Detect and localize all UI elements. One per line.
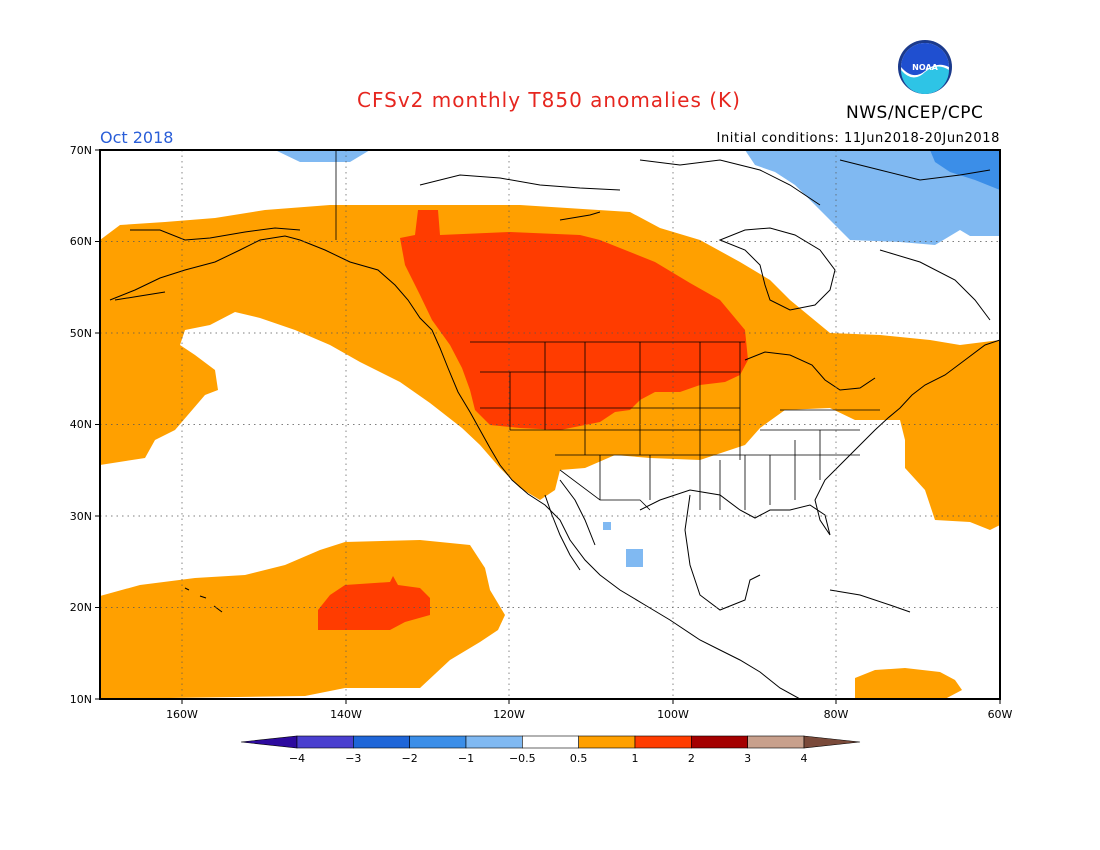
colorbar-label: 4 [801,752,808,765]
lat-label: 60N [70,235,92,248]
anomaly-region-cooler-arctic [930,150,1000,190]
colorbar: −4 −3 −2 −1 −0.5 0.5 1 2 3 4 [240,735,861,765]
colorbar-label: −3 [345,752,361,765]
lon-label: 100W [657,708,689,721]
lon-label: 160W [166,708,198,721]
anomaly-region-hot-pacific [318,576,430,630]
lat-label: 40N [70,418,92,431]
political-borders [335,150,880,511]
coastlines [109,159,1000,699]
anomaly-region-warm-caribbean [855,668,962,699]
lat-label: 50N [70,327,92,340]
anomaly-region-cool-arctic [745,150,1000,245]
colorbar-segment [353,735,410,749]
forecast-period: Oct 2018 [100,128,174,147]
colorbar-segment [578,735,636,749]
map-title: CFSv2 monthly T850 anomalies (K) [357,88,741,112]
lon-label: 80W [824,708,849,721]
colorbar-min-arrow [240,735,298,749]
graticule [100,150,1000,699]
lat-label: 20N [70,601,92,614]
colorbar-label: 0.5 [570,752,588,765]
colorbar-segment [409,735,467,749]
colorbar-label: 1 [632,752,639,765]
colorbar-label: −4 [289,752,305,765]
anomaly-spot-cool-b [626,549,643,567]
initial-conditions: Initial conditions: 11Jun2018-20Jun2018 [716,131,1000,146]
colorbar-segment [465,735,523,749]
agency-label: NWS/NCEP/CPC [846,103,984,123]
colorbar-label: −1 [458,752,474,765]
anomaly-region-warm-subtropical [100,540,505,699]
lon-label: 120W [493,708,525,721]
noaa-logo: NOAA [898,40,952,94]
colorbar-segment [691,735,748,749]
latitude-labels: 70N 60N 50N 40N 30N 20N 10N [70,144,92,706]
colorbar-label: 3 [744,752,751,765]
colorbar-segment [634,735,692,749]
lat-label: 70N [70,144,92,157]
anomaly-region-cool [275,150,370,162]
colorbar-max-arrow [803,735,861,749]
colorbar-label: −2 [402,752,418,765]
axis-ticks [95,149,1001,704]
longitude-labels: 160W 140W 120W 100W 80W 60W [166,708,1012,721]
anomaly-shading [100,150,1000,699]
colorbar-segment [522,735,579,749]
noaa-logo-text: NOAA [912,63,938,72]
anomaly-spot-cool-a [603,522,611,530]
lon-label: 140W [330,708,362,721]
lat-label: 30N [70,510,92,523]
colorbar-label: 2 [688,752,695,765]
colorbar-segment [296,735,354,749]
colorbar-label: −0.5 [509,752,536,765]
lon-label: 60W [988,708,1013,721]
lat-label: 10N [70,693,92,706]
anomaly-region-hot [400,210,748,430]
colorbar-segment [747,735,805,749]
